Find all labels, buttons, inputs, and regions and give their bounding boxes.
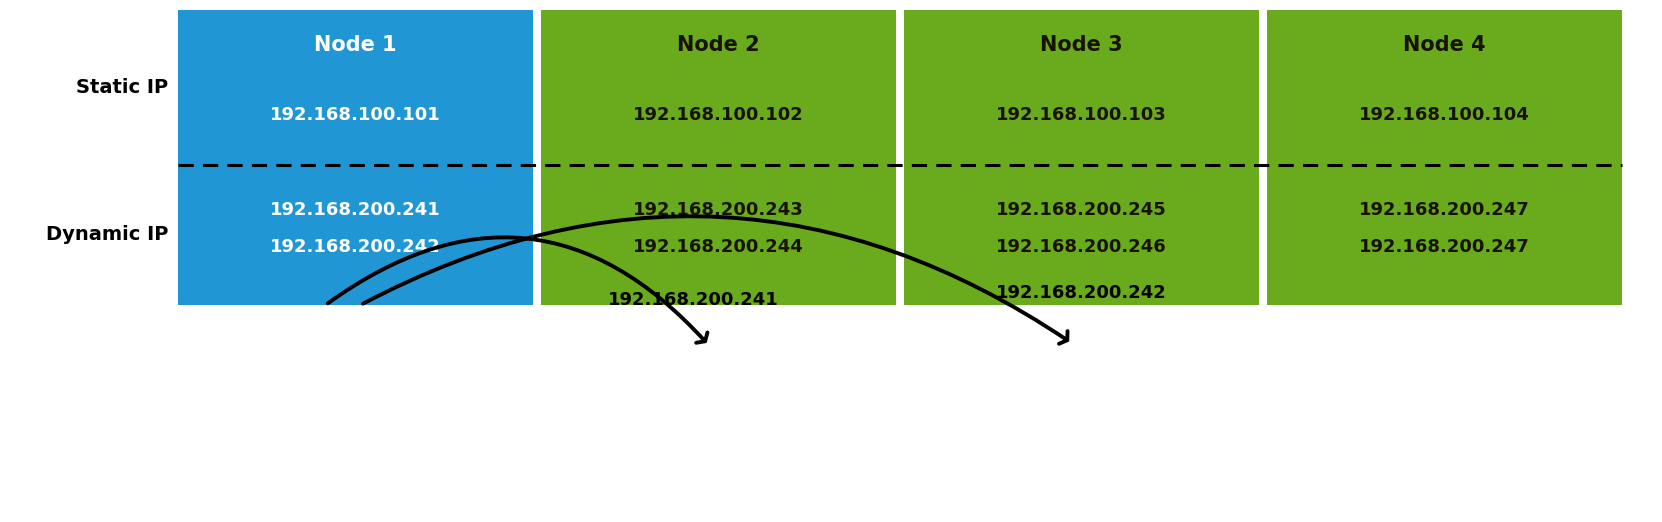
Text: 192.168.200.247: 192.168.200.247 bbox=[1360, 201, 1531, 219]
Text: 192.168.200.247: 192.168.200.247 bbox=[1360, 238, 1531, 256]
Text: 192.168.200.246: 192.168.200.246 bbox=[996, 238, 1167, 256]
Text: 192.168.200.241: 192.168.200.241 bbox=[271, 201, 440, 219]
Text: Node 2: Node 2 bbox=[676, 35, 760, 55]
Bar bbox=[1266, 10, 1622, 305]
Text: Node 3: Node 3 bbox=[1040, 35, 1124, 55]
Bar bbox=[904, 10, 1260, 305]
Text: 192.168.100.103: 192.168.100.103 bbox=[996, 106, 1167, 124]
Text: 192.168.200.241: 192.168.200.241 bbox=[608, 291, 779, 309]
Text: 192.168.100.101: 192.168.100.101 bbox=[271, 106, 440, 124]
Text: Node 1: Node 1 bbox=[314, 35, 397, 55]
Text: Dynamic IP: Dynamic IP bbox=[45, 226, 168, 244]
Text: 192.168.100.102: 192.168.100.102 bbox=[633, 106, 804, 124]
Text: 192.168.200.245: 192.168.200.245 bbox=[996, 201, 1167, 219]
Bar bbox=[542, 10, 896, 305]
Text: 192.168.100.104: 192.168.100.104 bbox=[1360, 106, 1531, 124]
Text: Static IP: Static IP bbox=[76, 78, 168, 97]
Text: 192.168.200.242: 192.168.200.242 bbox=[996, 284, 1167, 302]
Text: Node 4: Node 4 bbox=[1403, 35, 1486, 55]
Text: 192.168.200.242: 192.168.200.242 bbox=[271, 238, 440, 256]
Text: 192.168.200.243: 192.168.200.243 bbox=[633, 201, 804, 219]
Text: 192.168.200.244: 192.168.200.244 bbox=[633, 238, 804, 256]
Bar bbox=[178, 10, 534, 305]
